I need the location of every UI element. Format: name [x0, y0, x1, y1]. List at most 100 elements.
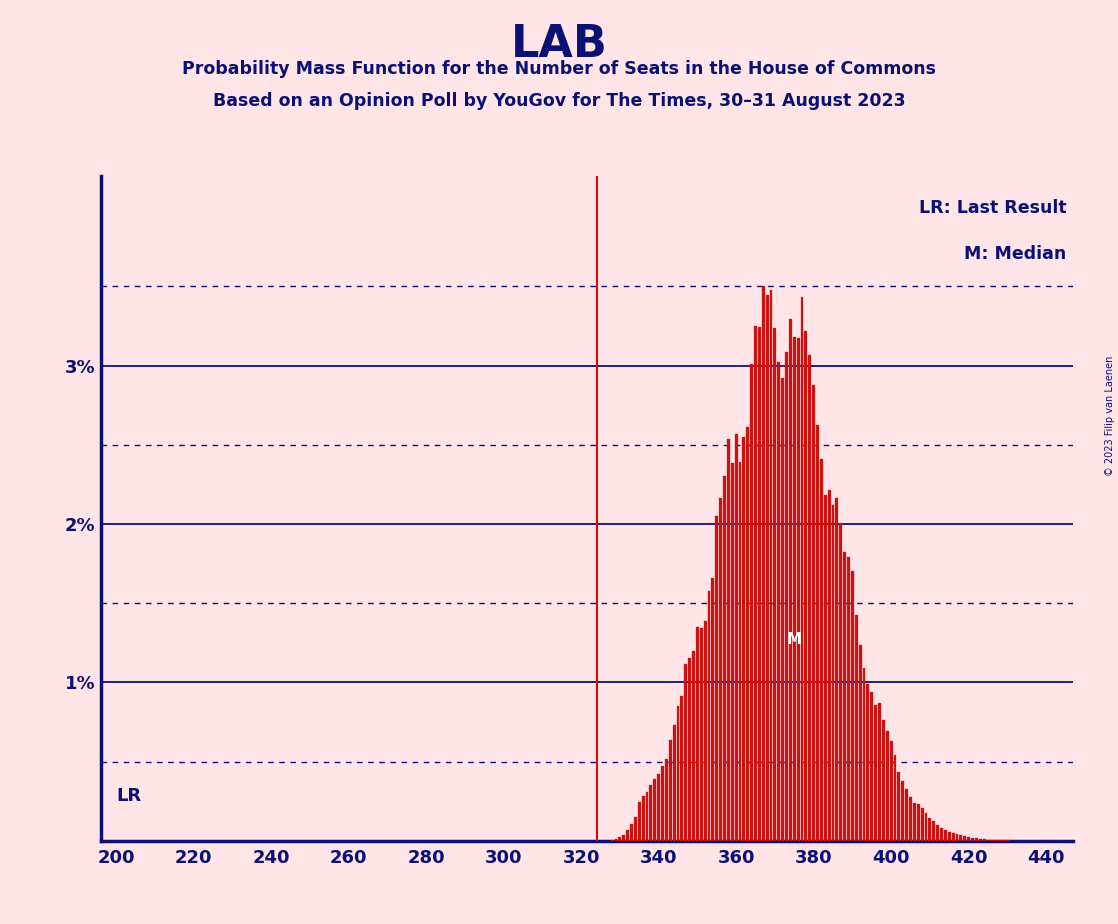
Bar [959, 835, 963, 841]
Bar [832, 505, 834, 841]
Bar [642, 796, 645, 841]
Bar [824, 495, 826, 841]
Bar [851, 570, 854, 841]
Bar [692, 650, 695, 841]
Bar [921, 808, 923, 841]
Bar [777, 362, 780, 841]
Bar [719, 498, 722, 841]
Bar [716, 516, 718, 841]
Bar [812, 384, 815, 841]
Bar [917, 805, 920, 841]
Bar [885, 731, 889, 841]
Bar [676, 706, 680, 841]
Bar [723, 477, 726, 841]
Bar [750, 364, 754, 841]
Bar [615, 839, 617, 841]
Bar [859, 645, 862, 841]
Bar [975, 838, 978, 841]
Bar [634, 817, 637, 841]
Bar [703, 621, 707, 841]
Bar [669, 740, 672, 841]
Bar [878, 703, 881, 841]
Bar [769, 290, 773, 841]
Bar [700, 627, 703, 841]
Bar [816, 425, 819, 841]
Bar [689, 658, 691, 841]
Bar [972, 838, 974, 841]
Bar [909, 796, 912, 841]
Bar [843, 552, 846, 841]
Bar [742, 437, 746, 841]
Text: LR: LR [116, 787, 141, 806]
Bar [901, 782, 904, 841]
Bar [948, 832, 950, 841]
Bar [855, 615, 858, 841]
Bar [979, 839, 982, 841]
Bar [797, 338, 799, 841]
Text: M: Median: M: Median [964, 246, 1067, 263]
Text: LR: Last Result: LR: Last Result [919, 199, 1067, 217]
Bar [800, 297, 804, 841]
Bar [986, 840, 989, 841]
Bar [661, 766, 664, 841]
Bar [618, 837, 622, 841]
Bar [789, 320, 792, 841]
Bar [870, 692, 873, 841]
Bar [731, 463, 733, 841]
Bar [882, 720, 884, 841]
Bar [774, 328, 776, 841]
Bar [819, 459, 823, 841]
Bar [653, 779, 656, 841]
Bar [739, 462, 741, 841]
Bar [983, 839, 986, 841]
Bar [631, 824, 633, 841]
Bar [657, 774, 660, 841]
Bar [711, 578, 714, 841]
Bar [874, 705, 878, 841]
Bar [967, 837, 970, 841]
Bar [906, 789, 908, 841]
Text: Probability Mass Function for the Number of Seats in the House of Commons: Probability Mass Function for the Number… [182, 60, 936, 78]
Bar [890, 741, 892, 841]
Bar [708, 590, 710, 841]
Bar [928, 818, 931, 841]
Bar [754, 326, 757, 841]
Bar [956, 834, 958, 841]
Bar [827, 490, 831, 841]
Bar [735, 433, 738, 841]
Bar [695, 626, 699, 841]
Bar [913, 803, 916, 841]
Bar [766, 296, 768, 841]
Bar [898, 772, 900, 841]
Text: Based on an Opinion Poll by YouGov for The Times, 30–31 August 2023: Based on an Opinion Poll by YouGov for T… [212, 92, 906, 110]
Bar [781, 378, 784, 841]
Bar [637, 802, 641, 841]
Bar [944, 830, 947, 841]
Bar [793, 337, 796, 841]
Bar [951, 833, 955, 841]
Bar [893, 755, 897, 841]
Bar [758, 326, 761, 841]
Bar [665, 760, 667, 841]
Bar [626, 831, 629, 841]
Text: © 2023 Filip van Laenen: © 2023 Filip van Laenen [1105, 356, 1115, 476]
Bar [650, 785, 652, 841]
Bar [925, 813, 928, 841]
Bar [785, 351, 788, 841]
Bar [866, 684, 870, 841]
Bar [747, 427, 749, 841]
Bar [863, 668, 865, 841]
Bar [681, 696, 683, 841]
Bar [940, 828, 942, 841]
Bar [727, 439, 730, 841]
Bar [840, 523, 842, 841]
Bar [761, 286, 765, 841]
Text: M: M [787, 632, 802, 647]
Bar [932, 821, 936, 841]
Text: LAB: LAB [511, 23, 607, 67]
Bar [645, 792, 648, 841]
Bar [808, 355, 812, 841]
Bar [805, 331, 807, 841]
Bar [847, 557, 850, 841]
Bar [835, 498, 838, 841]
